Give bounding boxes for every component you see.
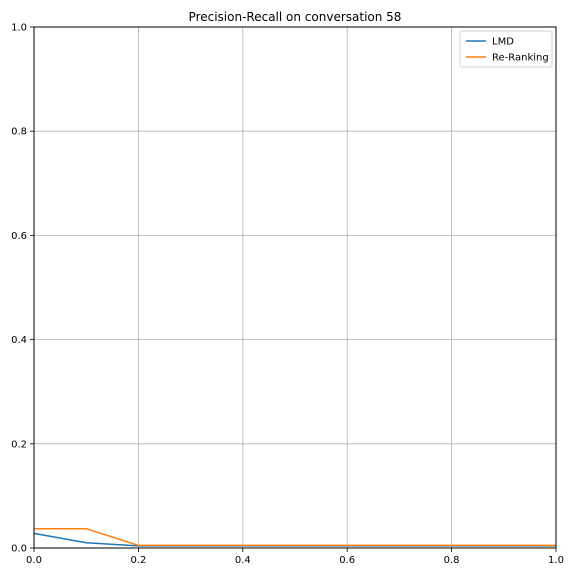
series-lines <box>33 527 556 547</box>
y-tick-label: 1.0 <box>11 23 27 34</box>
x-tick-label: 0.6 <box>339 555 355 566</box>
legend: LMD Re-Ranking <box>459 30 553 68</box>
x-tick-label: 0.0 <box>26 555 42 566</box>
x-tick-label: 0.4 <box>235 555 251 566</box>
y-tick-label: 0.0 <box>11 544 27 555</box>
axis-ticks: 0.0 0.2 0.4 0.6 0.8 1.0 0.0 0.2 0.4 0.6 0.8 1.0 <box>11 23 564 567</box>
x-tick-label: 1.0 <box>548 555 564 566</box>
legend-label: LMD <box>492 37 514 48</box>
plot-frame <box>33 26 557 549</box>
y-tick-label: 0.2 <box>11 439 27 450</box>
legend-box <box>459 30 553 68</box>
y-tick-label: 0.6 <box>11 231 27 242</box>
chart-title: Precision-Recall on conversation 58 <box>189 10 402 24</box>
x-tick-label: 0.8 <box>444 555 460 566</box>
series-line-re-ranking <box>34 527 556 547</box>
y-tick-label: 0.8 <box>11 127 27 138</box>
x-tick-label: 0.2 <box>130 555 146 566</box>
legend-label: Re-Ranking <box>492 53 549 64</box>
y-tick-label: 0.4 <box>11 335 27 346</box>
